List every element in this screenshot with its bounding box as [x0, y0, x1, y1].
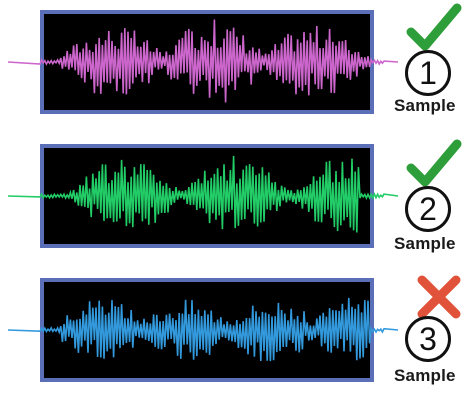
checkmark-icon [406, 3, 462, 51]
waveform-panel-3 [7, 278, 399, 382]
waveform-panel-1 [7, 10, 399, 114]
waveform-signal-3 [7, 297, 399, 362]
sample-number-3: 3 [405, 316, 451, 362]
waveform-signal-1 [7, 19, 399, 103]
waveform-panel-2 [7, 144, 399, 248]
sample-number-2: 2 [405, 186, 451, 232]
sample-label-3: Sample [394, 366, 456, 385]
sample-label-2: Sample [394, 234, 456, 253]
sample-number-1: 1 [405, 50, 451, 96]
sample-row-2: 2 Sample [0, 139, 473, 253]
sample-row-3: 3 Sample [0, 275, 473, 386]
sample-label-1: Sample [394, 96, 456, 115]
waveform-signal-2 [7, 155, 399, 233]
sample-row-1: 1 Sample [0, 3, 473, 118]
checkmark-icon [406, 139, 462, 187]
cross-icon [417, 275, 461, 319]
